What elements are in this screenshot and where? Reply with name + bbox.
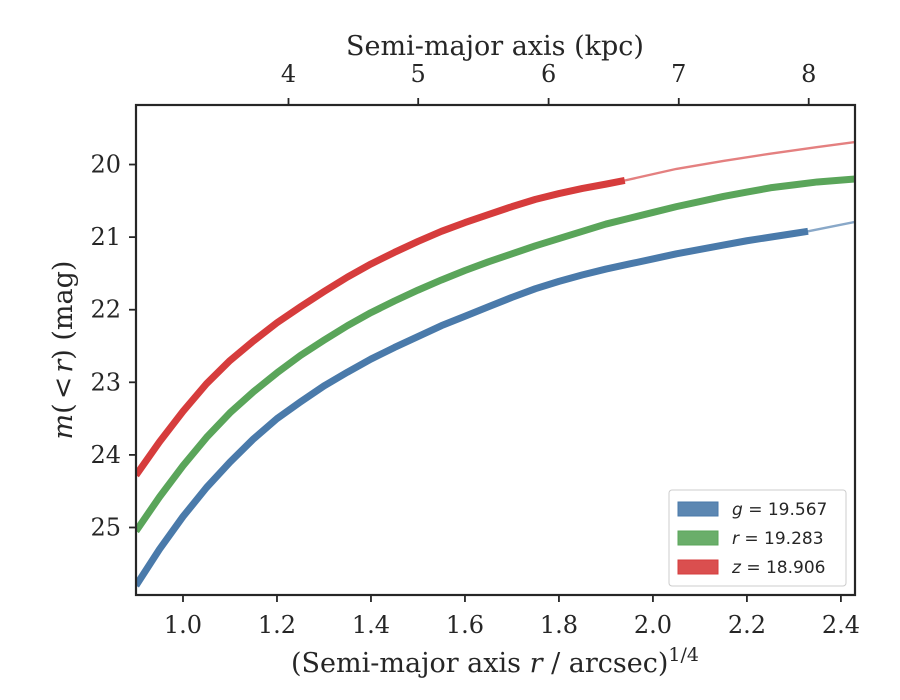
- series-g-extension-line: [806, 220, 855, 233]
- legend-label-r: r = 19.283: [732, 529, 824, 549]
- top-tick-label: 6: [541, 60, 556, 88]
- top-axis-title: Semi-major axis (kpc): [346, 31, 644, 62]
- x-axis-title-mid: / arcsec): [543, 648, 669, 679]
- top-tick-label: 5: [411, 60, 426, 88]
- legend-label-value: = 19.283: [739, 529, 824, 549]
- ticks-layer: 1.0 1.2 1.4 1.6 1.8 2.0 2.2 2.4 20 21 22 23 24 25 4 5 6 7…: [90, 60, 860, 639]
- top-tick-label: 7: [671, 60, 686, 88]
- legend-label-var: g: [732, 500, 743, 520]
- x-axis-title: (Semi-major axis r / arcsec)1/4: [291, 644, 699, 679]
- x-tick-label: 1.8: [540, 611, 578, 639]
- y-axis-title-open: (: [48, 403, 79, 414]
- x-tick-label: 1.2: [258, 611, 296, 639]
- y-tick-label: 21: [90, 223, 121, 251]
- series-z-extension-line: [623, 140, 855, 182]
- y-axis-title-m: m: [48, 414, 79, 440]
- top-tick-label: 4: [281, 60, 296, 88]
- y-tick-label: 24: [90, 441, 121, 469]
- x-axis-title-prefix: (Semi-major axis: [291, 648, 530, 679]
- x-axis-title-var: r: [530, 648, 545, 679]
- y-tick-label: 25: [90, 513, 121, 541]
- y-axis-title: m( < r) (mag): [48, 261, 79, 440]
- x-tick-label: 2.0: [634, 611, 672, 639]
- legend-label-g: g = 19.567: [732, 500, 827, 520]
- legend-label-z: z = 18.906: [731, 558, 825, 578]
- x-axis-title-sup: 1/4: [668, 644, 699, 666]
- x-tick-label: 2.2: [728, 611, 766, 639]
- plot-frame: [134, 103, 857, 597]
- legend-label-value: = 18.906: [741, 558, 826, 578]
- series-g-line: [136, 227, 809, 588]
- legend-swatch-r: [677, 530, 719, 546]
- y-axis-title-lt: <: [48, 377, 79, 400]
- y-axis-title-r: r: [48, 358, 79, 373]
- legend-label-var: z: [731, 558, 742, 578]
- y-tick-label: 23: [90, 368, 121, 396]
- legend-label-value: = 19.567: [743, 500, 828, 520]
- x-tick-label: 1.0: [164, 611, 202, 639]
- series-r-line: [136, 175, 855, 534]
- legend-label-var: r: [732, 529, 740, 549]
- y-tick-label: 22: [90, 296, 121, 324]
- series-z-line: [136, 177, 626, 478]
- x-tick-label: 2.4: [822, 611, 860, 639]
- y-axis-title-close: ): [48, 349, 79, 360]
- y-tick-label: 20: [90, 151, 121, 179]
- x-tick-label: 1.4: [352, 611, 390, 639]
- legend-swatch-g: [677, 501, 719, 517]
- top-tick-label: 8: [801, 60, 816, 88]
- legend-swatch-z: [677, 559, 719, 575]
- series-layer: [136, 140, 855, 588]
- y-axis-title-unit: (mag): [48, 261, 79, 350]
- x-tick-label: 1.6: [446, 611, 484, 639]
